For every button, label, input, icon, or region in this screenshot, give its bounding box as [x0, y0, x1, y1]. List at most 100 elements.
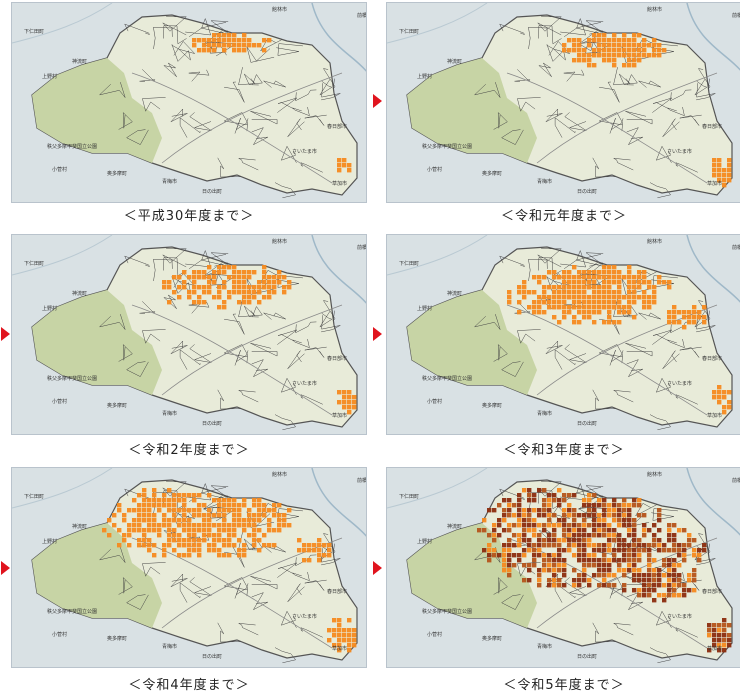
infestation-cell	[692, 573, 697, 578]
infestation-cell	[717, 643, 722, 648]
infestation-cell	[552, 578, 557, 583]
infestation-cell	[552, 498, 557, 503]
infestation-cell	[512, 563, 517, 568]
infestation-cell	[612, 38, 617, 43]
infestation-cell	[142, 538, 147, 543]
infestation-cell	[222, 553, 227, 558]
infestation-cell	[557, 563, 562, 568]
infestation-cell	[592, 518, 597, 523]
infestation-cell	[622, 543, 627, 548]
infestation-cell	[712, 390, 717, 395]
infestation-cell	[522, 280, 527, 285]
infestation-cell	[222, 523, 227, 528]
infestation-cell	[162, 513, 167, 518]
infestation-cell	[577, 573, 582, 578]
infestation-cell	[107, 533, 112, 538]
infestation-cell	[222, 498, 227, 503]
arrow-indicator	[373, 94, 382, 108]
infestation-cell	[142, 513, 147, 518]
infestation-cell	[617, 548, 622, 553]
infestation-cell	[507, 513, 512, 518]
infestation-cell	[607, 543, 612, 548]
infestation-cell	[617, 310, 622, 315]
infestation-cell	[627, 265, 632, 270]
infestation-cell	[222, 300, 227, 305]
infestation-cell	[557, 578, 562, 583]
infestation-cell	[162, 548, 167, 553]
infestation-cell	[232, 543, 237, 548]
infestation-cell	[707, 623, 712, 628]
infestation-cell	[617, 558, 622, 563]
infestation-cell	[527, 538, 532, 543]
infestation-cell	[162, 553, 167, 558]
infestation-cell	[602, 558, 607, 563]
infestation-cell	[227, 528, 232, 533]
infestation-cell	[532, 533, 537, 538]
infestation-cell	[557, 300, 562, 305]
infestation-cell	[692, 538, 697, 543]
infestation-cell	[247, 295, 252, 300]
infestation-cell	[567, 290, 572, 295]
infestation-cell	[592, 543, 597, 548]
infestation-cell	[527, 498, 532, 503]
map-label: 小菅村	[52, 166, 67, 173]
infestation-cell	[482, 518, 487, 523]
infestation-cell	[582, 543, 587, 548]
infestation-cell	[637, 538, 642, 543]
infestation-cell	[687, 533, 692, 538]
infestation-cell	[562, 315, 567, 320]
infestation-cell	[562, 290, 567, 295]
infestation-cell	[317, 538, 322, 543]
infestation-cell	[247, 275, 252, 280]
infestation-cell	[207, 285, 212, 290]
map-label: 秩父多摩甲斐国立公園	[47, 375, 97, 382]
infestation-cell	[327, 638, 332, 643]
infestation-cell	[697, 553, 702, 558]
infestation-cell	[517, 498, 522, 503]
infestation-cell	[672, 543, 677, 548]
infestation-cell	[602, 568, 607, 573]
infestation-cell	[592, 573, 597, 578]
infestation-cell	[142, 488, 147, 493]
infestation-cell	[662, 558, 667, 563]
infestation-cell	[247, 38, 252, 43]
infestation-cell	[632, 588, 637, 593]
infestation-cell	[657, 548, 662, 553]
infestation-cell	[637, 43, 642, 48]
infestation-cell	[542, 543, 547, 548]
infestation-cell	[502, 563, 507, 568]
infestation-cell	[577, 320, 582, 325]
infestation-cell	[207, 513, 212, 518]
infestation-cell	[242, 275, 247, 280]
infestation-cell	[537, 513, 542, 518]
infestation-cell	[577, 548, 582, 553]
infestation-cell	[567, 513, 572, 518]
infestation-cell	[222, 38, 227, 43]
infestation-cell	[607, 43, 612, 48]
infestation-cell	[627, 53, 632, 58]
infestation-cell	[152, 513, 157, 518]
infestation-cell	[597, 528, 602, 533]
infestation-cell	[632, 528, 637, 533]
infestation-cell	[237, 48, 242, 53]
infestation-cell	[517, 310, 522, 315]
infestation-cell	[217, 265, 222, 270]
infestation-cell	[247, 290, 252, 295]
infestation-cell	[247, 270, 252, 275]
infestation-cell	[542, 275, 547, 280]
infestation-cell	[517, 558, 522, 563]
infestation-cell	[542, 488, 547, 493]
infestation-cell	[222, 285, 227, 290]
infestation-cell	[582, 523, 587, 528]
infestation-cell	[602, 265, 607, 270]
infestation-cell	[577, 538, 582, 543]
infestation-cell	[252, 285, 257, 290]
infestation-cell	[522, 553, 527, 558]
infestation-cell	[217, 285, 222, 290]
infestation-cell	[502, 528, 507, 533]
infestation-cell	[347, 628, 352, 633]
infestation-cell	[197, 300, 202, 305]
infestation-cell	[712, 158, 717, 163]
infestation-cell	[642, 275, 647, 280]
infestation-cell	[232, 38, 237, 43]
